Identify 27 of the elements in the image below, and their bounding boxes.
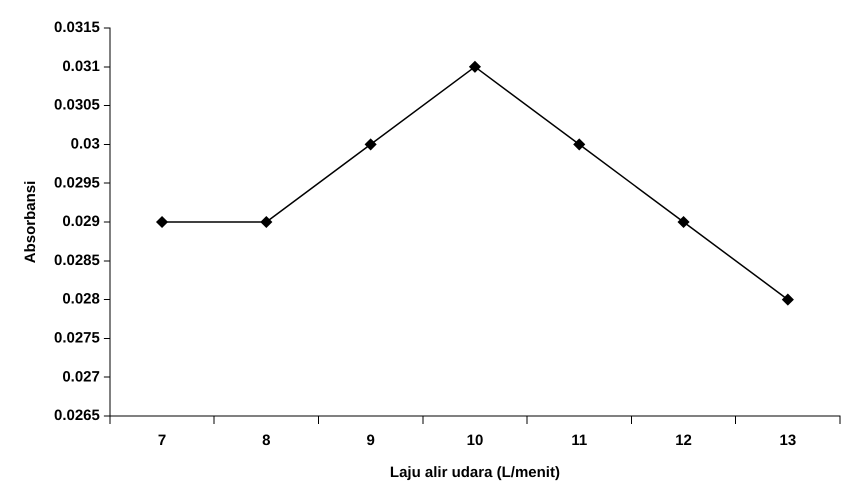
point [678, 216, 690, 228]
y-tick-label: 0.027 [62, 368, 100, 386]
y-axis-title: Absorbansi [22, 180, 40, 264]
y-tick-label: 0.0275 [54, 330, 100, 347]
y-tick-label: 0.0265 [54, 407, 100, 424]
y-tick-label: 0.031 [62, 58, 100, 75]
x-tick-label: 9 [366, 432, 375, 450]
point [156, 216, 168, 228]
point [469, 61, 481, 73]
y-tick-label: 0.028 [62, 290, 100, 308]
x-tick-label: 7 [158, 432, 166, 450]
y-tick-label: 0.029 [62, 213, 100, 230]
point [364, 138, 376, 150]
y-tick-label: 0.0305 [54, 96, 100, 114]
y-tick-label: 0.0295 [54, 174, 100, 192]
x-tick-label: 13 [780, 432, 796, 450]
x-tick-label: 11 [571, 432, 588, 450]
y-tick-label: 0.03 [70, 136, 100, 153]
point [573, 138, 585, 150]
x-tick-label: 10 [466, 432, 484, 450]
point [782, 294, 794, 306]
x-axis-title: Laju alir udara (L/menit) [390, 464, 560, 482]
y-tick-label: 0.0285 [54, 252, 100, 269]
y-tick-label: 0.0315 [54, 19, 100, 36]
x-tick-label: 12 [675, 432, 692, 450]
point [260, 216, 272, 228]
x-tick-label: 8 [262, 432, 271, 450]
